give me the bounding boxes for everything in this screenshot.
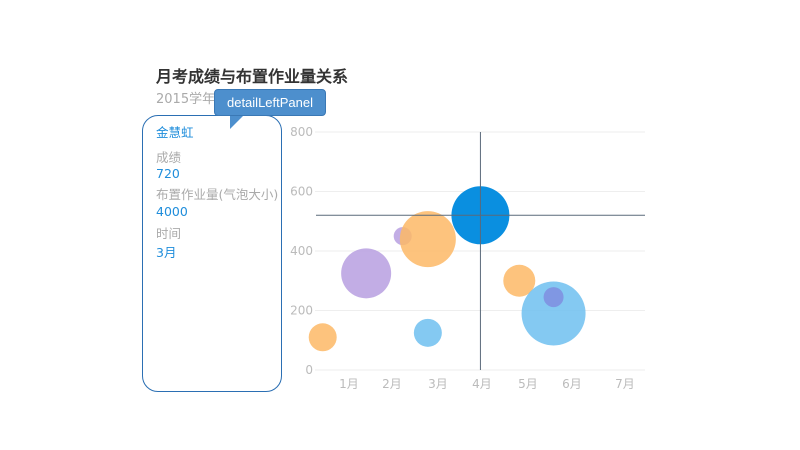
x-tick-label: 2月: [382, 377, 402, 391]
bubble-series: [308, 186, 586, 352]
crosshair: [316, 132, 645, 370]
student-name: 金慧虹: [156, 125, 194, 140]
score-value: 720: [156, 166, 180, 181]
y-tick-label: 400: [290, 244, 313, 258]
y-tick-label: 800: [290, 125, 313, 139]
detail-panel-callout: detailLeftPanel: [214, 89, 326, 116]
bubble: [543, 287, 564, 308]
x-tick-label: 6月: [562, 377, 582, 391]
detail-left-panel: 金慧虹 成绩 720 布置作业量(气泡大小) 4000 时间 3月: [142, 115, 282, 392]
y-tick-label: 0: [305, 363, 313, 377]
time-value: 3月: [156, 245, 177, 260]
y-tick-label: 600: [290, 185, 313, 199]
chart-subtitle: 2015学年: [156, 92, 216, 107]
x-tick-label: 3月: [428, 377, 448, 391]
homework-label: 布置作业量(气泡大小): [156, 187, 279, 202]
x-tick-label: 5月: [518, 377, 538, 391]
x-tick-label: 4月: [472, 377, 492, 391]
time-label: 时间: [156, 226, 182, 241]
bubble: [521, 281, 586, 346]
axis-ticks: 0 200 400 600 800 1月 2月 3月 4月 5月 6月 7月: [290, 125, 635, 391]
callout-pointer: [230, 115, 244, 129]
bubble: [413, 318, 442, 347]
bubble: [399, 211, 456, 268]
y-tick-label: 200: [290, 304, 313, 318]
homework-value: 4000: [156, 204, 188, 219]
bubble: [503, 264, 536, 297]
bubble: [341, 248, 392, 299]
bubble: [308, 323, 337, 352]
chart-title: 月考成绩与布置作业量关系: [156, 67, 349, 86]
x-tick-label: 7月: [615, 377, 635, 391]
x-tick-label: 1月: [339, 377, 359, 391]
score-label: 成绩: [156, 150, 182, 165]
